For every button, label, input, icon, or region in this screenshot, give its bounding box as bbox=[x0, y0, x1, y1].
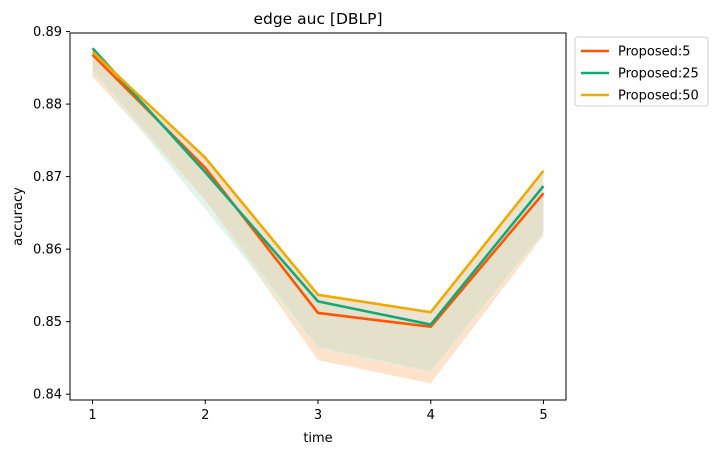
x-axis-label: time bbox=[303, 431, 332, 446]
legend-label: Proposed:5 bbox=[618, 45, 691, 60]
confidence-bands bbox=[92, 48, 544, 384]
x-axis: 1 2 3 4 5 bbox=[88, 400, 548, 423]
series-lines bbox=[91, 47, 545, 329]
x-tick-label: 1 bbox=[88, 408, 96, 423]
y-axis: 0.84 0.85 0.86 0.87 0.88 0.89 bbox=[33, 25, 70, 403]
y-axis-label: accuracy bbox=[11, 187, 26, 246]
band-proposed-50 bbox=[92, 51, 544, 371]
y-tick-label: 0.84 bbox=[33, 388, 62, 403]
chart-title: edge auc [DBLP] bbox=[253, 10, 382, 28]
legend-label: Proposed:50 bbox=[618, 89, 699, 104]
y-tick-label: 0.86 bbox=[33, 243, 62, 258]
legend-label: Proposed:25 bbox=[618, 67, 699, 82]
y-tick-label: 0.85 bbox=[33, 315, 62, 330]
series-line-proposed-25 bbox=[91, 47, 545, 326]
x-tick-label: 4 bbox=[427, 408, 435, 423]
legend-box bbox=[574, 36, 709, 107]
y-tick-label: 0.88 bbox=[33, 98, 62, 113]
x-tick-label: 5 bbox=[539, 408, 547, 423]
x-tick-label: 2 bbox=[201, 408, 209, 423]
series-line-proposed-50 bbox=[91, 50, 545, 314]
y-tick-label: 0.87 bbox=[33, 170, 62, 185]
legend: Proposed:5 Proposed:25 Proposed:50 bbox=[574, 36, 709, 107]
y-tick-label: 0.89 bbox=[33, 25, 62, 40]
x-tick-label: 3 bbox=[314, 408, 322, 423]
